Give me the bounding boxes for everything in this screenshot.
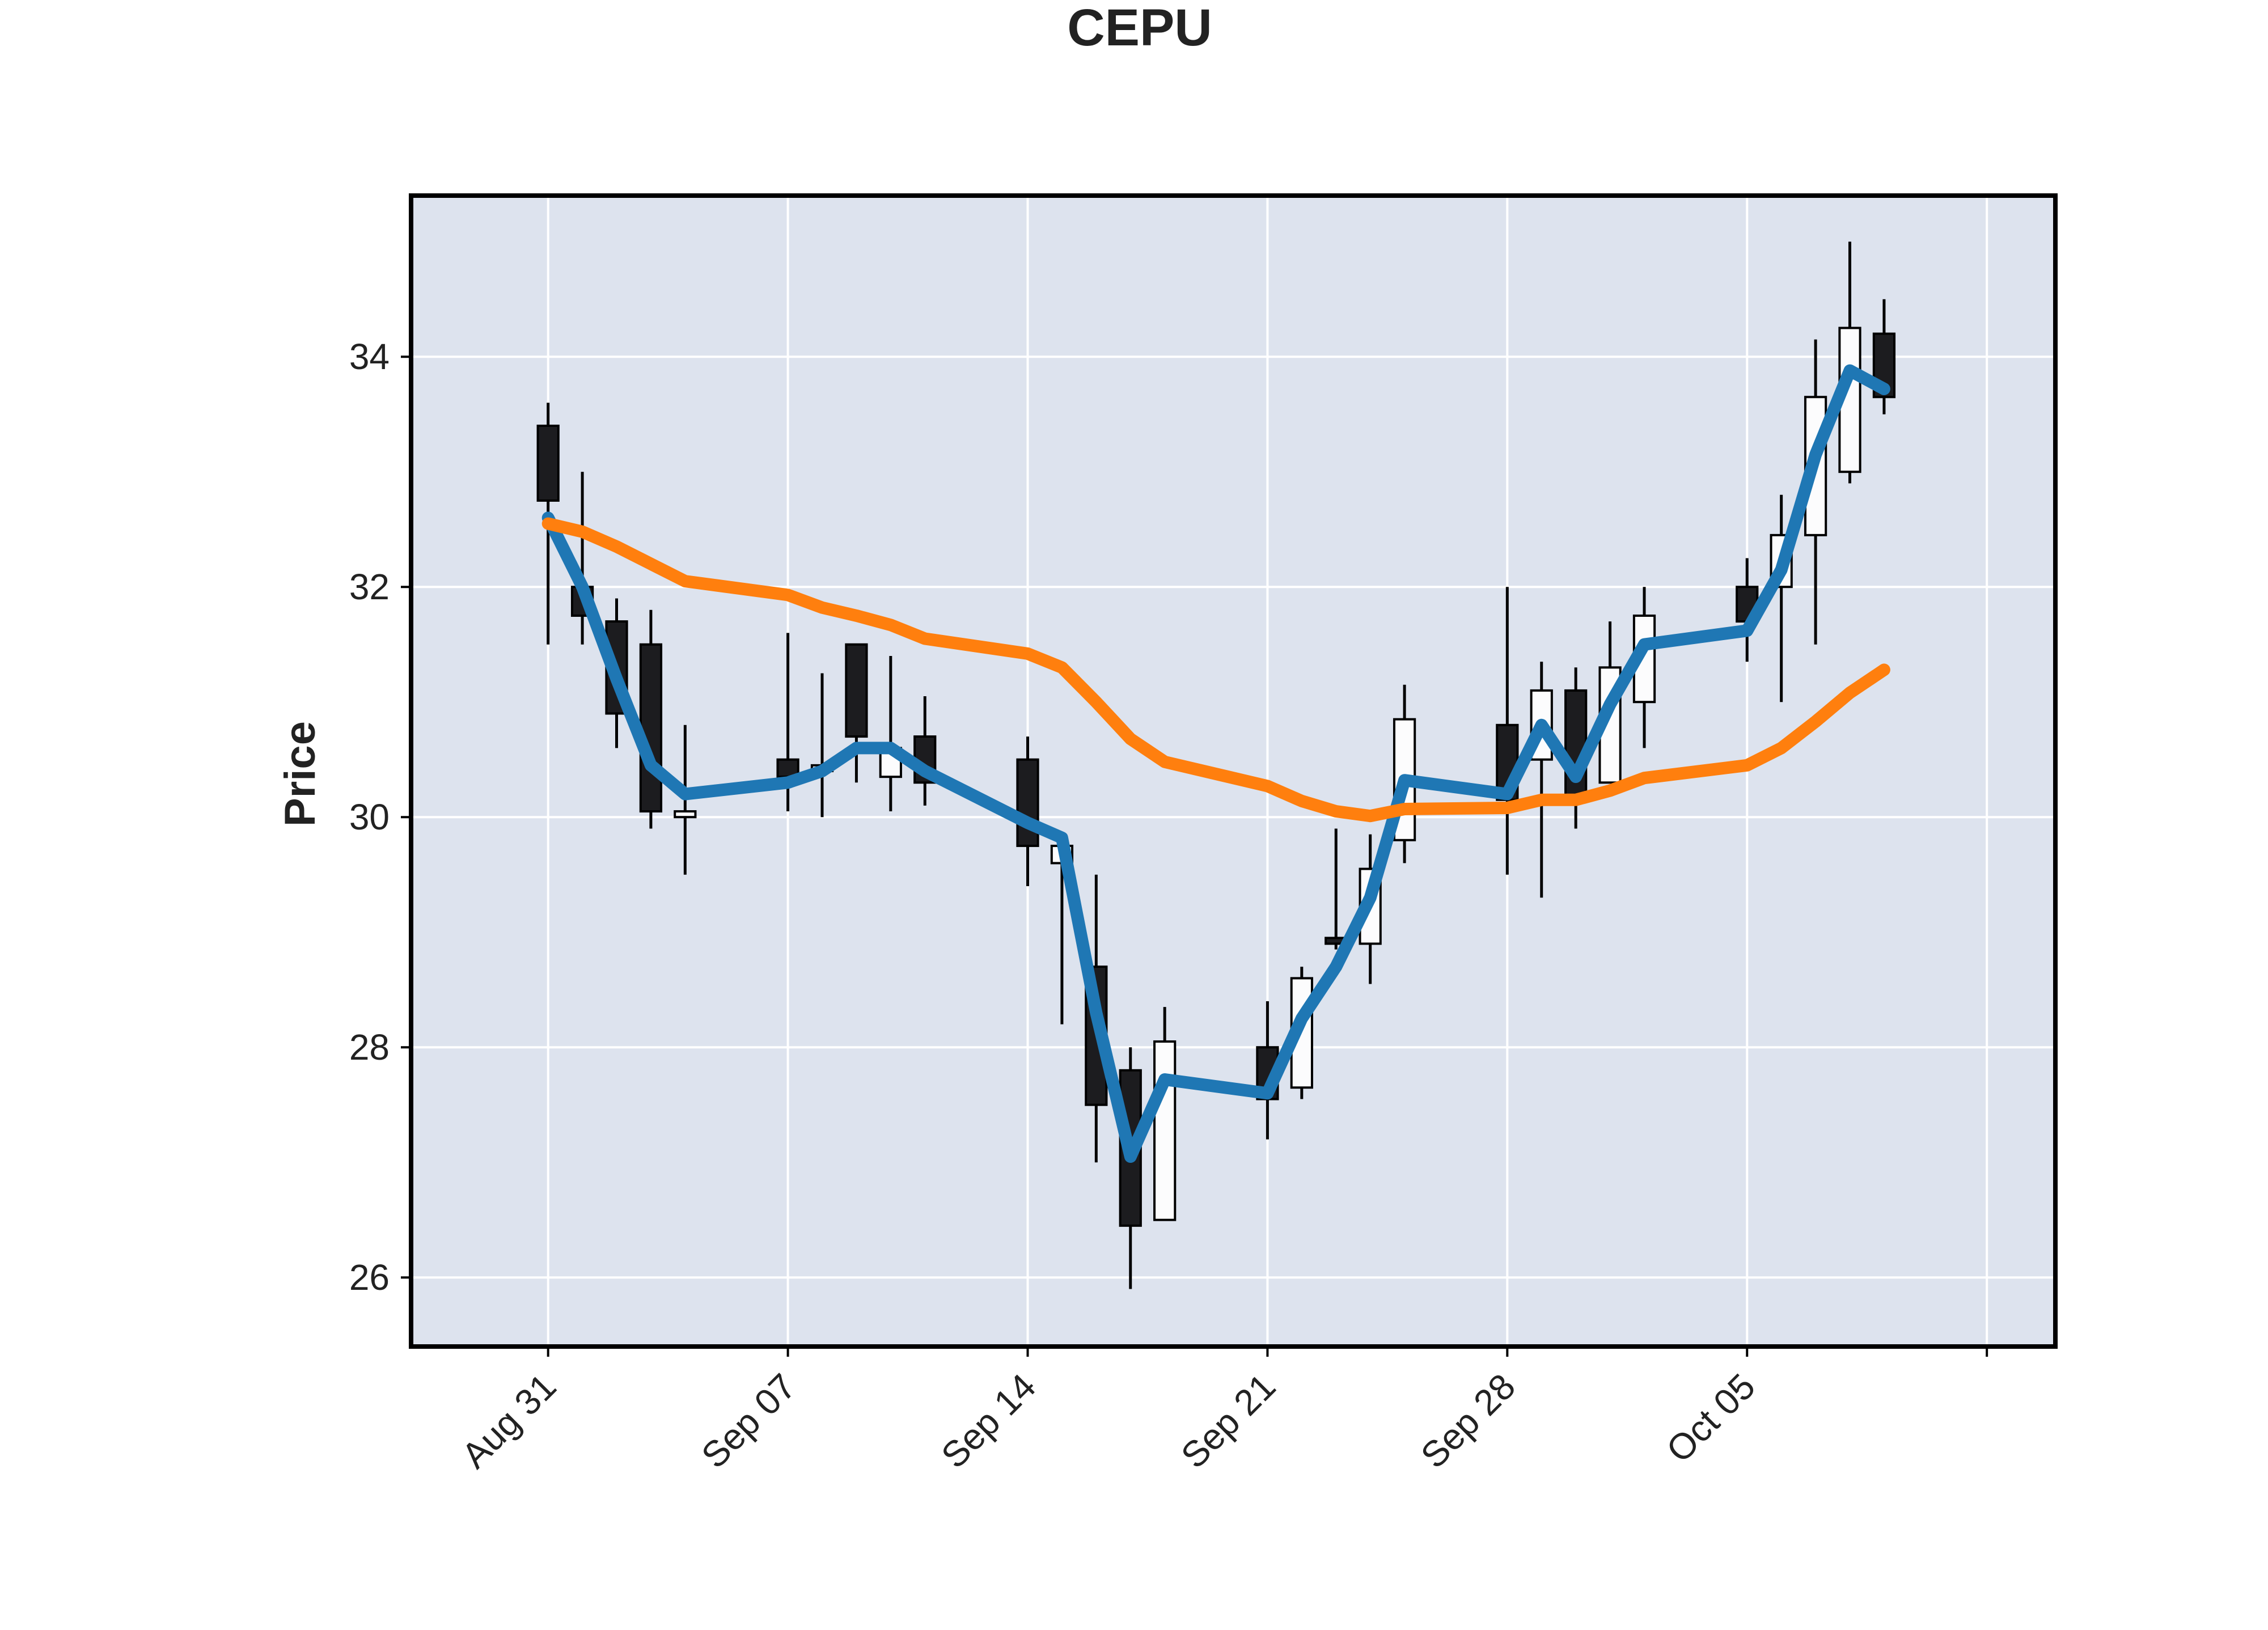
candle-body-up bbox=[1153, 1040, 1177, 1221]
line-layer bbox=[541, 364, 1890, 1163]
y-tick-label: 26 bbox=[349, 1257, 390, 1298]
x-tick-label: Oct 05 bbox=[1658, 1366, 1763, 1470]
candle-body-down bbox=[845, 643, 868, 738]
x-tick-label: Sep 14 bbox=[933, 1366, 1043, 1476]
y-tick-label: 32 bbox=[349, 566, 390, 607]
x-tick-label: Sep 28 bbox=[1413, 1366, 1523, 1476]
y-tick-label: 28 bbox=[349, 1027, 390, 1068]
candle-body-down bbox=[639, 643, 663, 813]
fast-average-line bbox=[541, 364, 1890, 1163]
candle-body-down bbox=[1016, 758, 1039, 847]
y-axis-label: Price bbox=[276, 721, 324, 827]
x-axis-ticks: Aug 31 Sep 07 Sep 14 Sep 21 Sep 28 Oct 05 bbox=[454, 1347, 1988, 1476]
x-tick-label: Sep 21 bbox=[1173, 1366, 1283, 1476]
plot-frame bbox=[409, 193, 2058, 1349]
candle-body-down bbox=[536, 425, 560, 502]
x-tick-label: Aug 31 bbox=[454, 1366, 564, 1476]
y-tick-label: 30 bbox=[349, 797, 390, 837]
candle-body-down bbox=[1564, 689, 1588, 801]
y-axis-ticks: 26 28 30 32 34 bbox=[349, 336, 411, 1298]
candle-body-up bbox=[1838, 327, 1861, 473]
slow-average-line bbox=[541, 517, 1890, 823]
y-tick-label: 34 bbox=[349, 336, 390, 377]
x-tick-label: Sep 07 bbox=[693, 1366, 803, 1476]
chart-title: CEPU bbox=[1067, 0, 1212, 57]
candle-body-up bbox=[674, 810, 697, 819]
